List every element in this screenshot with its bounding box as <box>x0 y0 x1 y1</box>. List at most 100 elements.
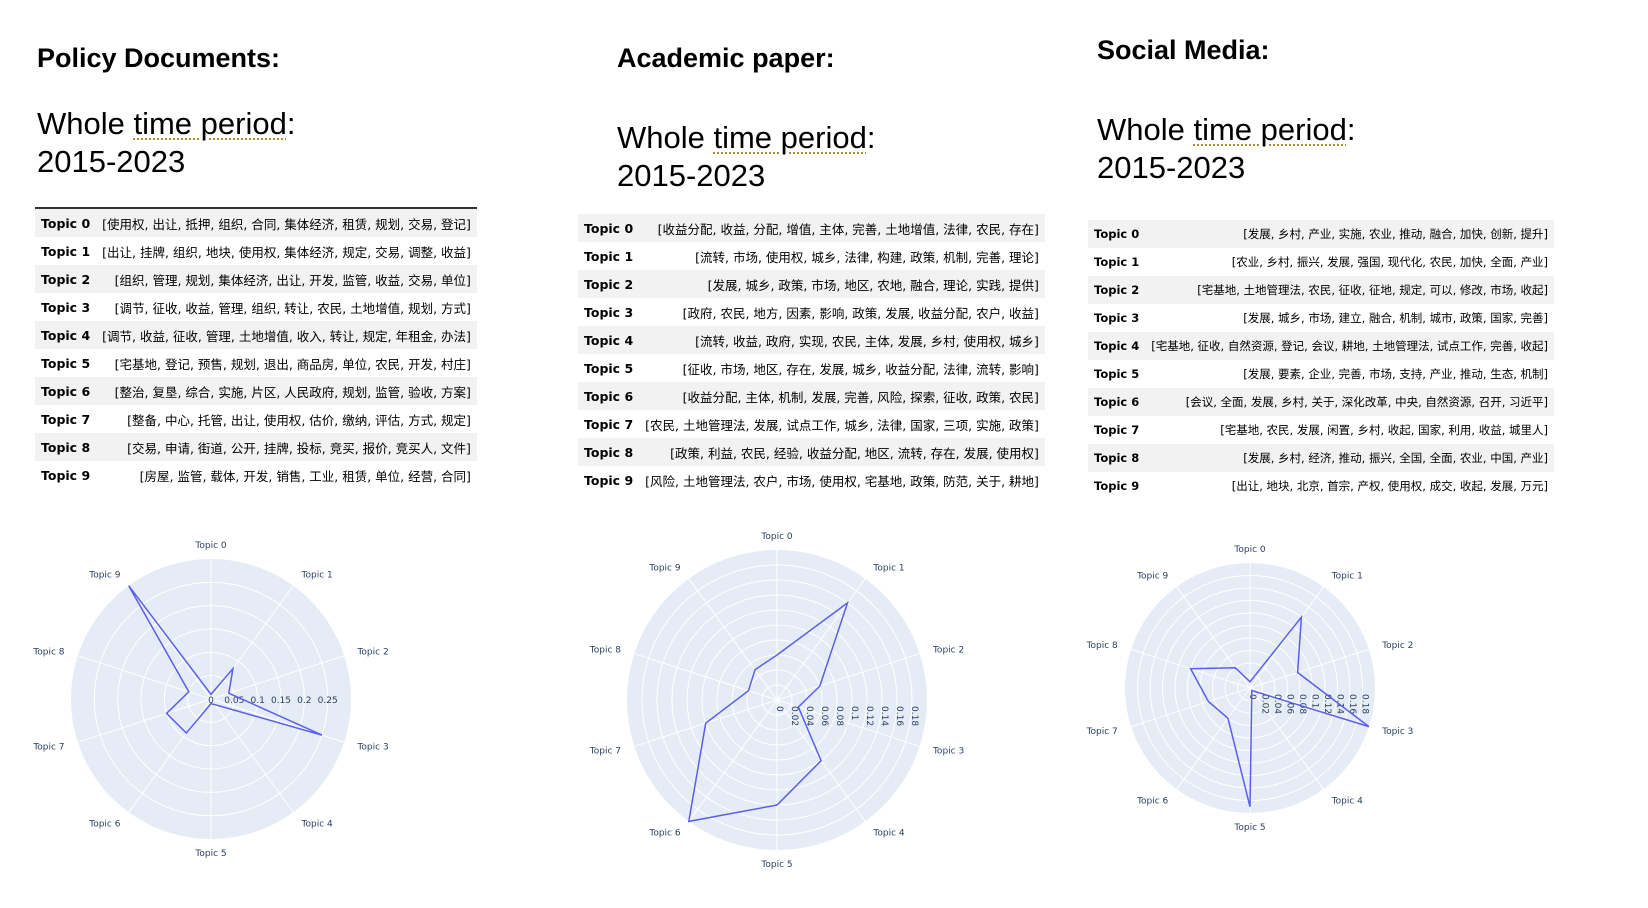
table-row: Topic 9 [风险, 土地管理法, 农户, 市场, 使用权, 宅基地, 政策,… <box>578 466 1045 494</box>
topic-keywords: [政策, 利益, 农民, 经验, 收益分配, 地区, 流转, 存在, 发展, 使… <box>639 438 1045 466</box>
radar-tick-label: 0.14 <box>879 706 889 726</box>
topic-name: Topic 5 <box>1094 367 1140 381</box>
radar-tick-label: 0.16 <box>1347 694 1357 714</box>
topic-name: Topic 0 <box>578 214 640 242</box>
radar-category-label: Topic 0 <box>760 532 792 542</box>
topic-keywords: [宅基地, 登记, 预售, 规划, 退出, 商品房, 单位, 农民, 开发, 村… <box>114 356 471 372</box>
topic-name: Topic 8 <box>1088 444 1146 472</box>
radar-category-label: Topic 6 <box>648 829 680 839</box>
table-row: Topic 6 [会议, 全面, 发展, 乡村, 关于, 深化改革, 中央, 自然… <box>1088 388 1554 416</box>
radar-category-label: Topic 3 <box>356 743 388 753</box>
radar-tick-label: 0.06 <box>819 706 829 726</box>
radar-category-label: Topic 9 <box>1136 572 1168 582</box>
topic-keywords: [发展, 乡村, 产业, 实施, 农业, 推动, 融合, 加快, 创新, 提升] <box>1145 220 1554 248</box>
radar-tick-label: 0.16 <box>894 706 904 726</box>
table-row: Topic 5 [征收, 市场, 地区, 存在, 发展, 城乡, 收益分配, 法律… <box>578 354 1045 382</box>
radar-category-label: Topic 4 <box>301 820 333 830</box>
period-label: Whole time period: 2015-2023 <box>37 105 295 181</box>
topic-name: Topic 3 <box>1094 311 1140 325</box>
radar-category-label: Topic 4 <box>1331 796 1363 806</box>
topic-keywords: [发展, 乡村, 经济, 推动, 振兴, 全国, 全面, 农业, 中国, 产业] <box>1145 444 1554 472</box>
topic-name: Topic 8 <box>578 438 640 466</box>
radar-tick-label: 0 <box>208 696 214 706</box>
radar-spoke <box>77 698 212 743</box>
table-row: Topic 4 [宅基地, 征收, 自然资源, 登记, 会议, 耕地, 土地管理法… <box>1088 332 1554 360</box>
period-prefix: Whole <box>37 106 134 141</box>
table-row: Topic 7 [宅基地, 农民, 发展, 闲置, 乡村, 收起, 国家, 利用,… <box>1088 416 1554 444</box>
radar-tick-label: 0.1 <box>1310 694 1320 708</box>
radar-category-label: Topic 7 <box>1086 727 1118 737</box>
radar-category-label: Topic 5 <box>1233 823 1265 833</box>
radar-series-line <box>687 600 849 823</box>
topic-name: Topic 1 <box>41 243 91 259</box>
radar-tick-label: 0.02 <box>789 706 799 726</box>
period-dotted-text: time period <box>713 120 867 155</box>
period-years: 2015-2023 <box>37 144 186 179</box>
topic-keywords: [整治, 复垦, 综合, 实施, 片区, 人民政府, 规划, 监管, 验收, 方… <box>96 377 477 405</box>
table-row: Topic 3 [发展, 城乡, 市场, 建立, 融合, 机制, 城市, 政策, … <box>1088 304 1554 332</box>
topic-name: Topic 2 <box>35 265 97 293</box>
topic-name: Topic 6 <box>35 377 97 405</box>
panel-academic-paper: Academic paper: Whole time period: 2015-… <box>578 0 1137 908</box>
period-suffix: : <box>286 106 296 141</box>
radar-tick-label: 0.15 <box>271 696 291 706</box>
radar-tick-label: 0 <box>774 706 784 712</box>
table-row: Topic 7 [农民, 土地管理法, 发展, 试点工作, 城乡, 法律, 国家,… <box>578 410 1045 438</box>
topic-keywords: [发展, 城乡, 政策, 市场, 地区, 农地, 融合, 理论, 实践, 提供] <box>639 270 1045 298</box>
panel-heading: Policy Documents: <box>37 43 281 73</box>
radar-tick-label: 0.2 <box>297 696 311 706</box>
radar-category-label: Topic 5 <box>760 860 792 870</box>
table-row: Topic 2 [发展, 城乡, 政策, 市场, 地区, 农地, 融合, 理论, … <box>578 270 1045 298</box>
topic-name: Topic 2 <box>1088 276 1146 304</box>
topic-name: Topic 9 <box>1094 479 1140 493</box>
table-row: Topic 0 [发展, 乡村, 产业, 实施, 农业, 推动, 融合, 加快, … <box>1088 220 1554 248</box>
radar-spoke <box>688 578 778 701</box>
radar-spoke <box>210 655 345 700</box>
radar-category-label: Topic 4 <box>872 829 904 839</box>
radar-category-label: Topic 9 <box>88 570 120 580</box>
table-row: Topic 1 [流转, 市场, 使用权, 城乡, 法律, 构建, 政策, 机制,… <box>578 242 1045 270</box>
topic-keywords: [风险, 土地管理法, 农户, 市场, 使用权, 宅基地, 政策, 防范, 关于… <box>645 473 1039 489</box>
radar-category-label: Topic 1 <box>872 563 904 573</box>
topic-name: Topic 4 <box>578 326 640 354</box>
panel-social-media: Social Media: Whole time period: 2015-20… <box>1088 0 1617 908</box>
topic-keywords: [会议, 全面, 发展, 乡村, 关于, 深化改革, 中央, 自然资源, 召开,… <box>1145 388 1554 416</box>
radar-spoke <box>1130 687 1251 728</box>
radar-tick-label: 0.18 <box>1360 694 1370 714</box>
radar-spoke <box>1249 586 1324 689</box>
radar-category-label: Topic 8 <box>589 645 621 655</box>
topic-table: Topic 0 [收益分配, 收益, 分配, 增值, 主体, 完善, 土地增值, … <box>578 214 1045 494</box>
period-suffix: : <box>1346 112 1356 147</box>
radar-tick-label: 0.25 <box>318 696 338 706</box>
radar-category-label: Topic 3 <box>932 747 964 757</box>
period-dotted-text: time period <box>133 106 287 141</box>
topic-name: Topic 5 <box>41 355 91 371</box>
panel-heading: Social Media: <box>1097 35 1270 65</box>
period-dotted-text: time period <box>1193 112 1347 147</box>
topic-keywords: [宅基地, 土地管理法, 农民, 征收, 征地, 规定, 可以, 修改, 市场,… <box>1145 276 1554 304</box>
table-row: Topic 8 [发展, 乡村, 经济, 推动, 振兴, 全国, 全面, 农业, … <box>1088 444 1554 472</box>
topic-keywords: [调节, 收益, 征收, 管理, 土地增值, 收入, 转让, 规定, 年租金, … <box>96 321 477 349</box>
topic-keywords: [收益分配, 收益, 分配, 增值, 主体, 完善, 土地增值, 法律, 农民,… <box>639 214 1045 242</box>
topic-keywords: [流转, 收益, 政府, 实现, 农民, 主体, 发展, 乡村, 使用权, 城乡… <box>639 326 1045 354</box>
radar-spoke <box>776 578 866 701</box>
radar-tick-label: 0.06 <box>1285 694 1295 714</box>
topic-keywords: [流转, 市场, 使用权, 城乡, 法律, 构建, 政策, 机制, 完善, 理论… <box>695 249 1039 265</box>
topic-keywords: [出让, 挂牌, 组织, 地块, 使用权, 集体经济, 规定, 交易, 调整, … <box>102 244 471 260</box>
radar-category-label: Topic 0 <box>194 541 226 551</box>
table-row: Topic 3 [政府, 农民, 地方, 因素, 影响, 政策, 发展, 收益分配… <box>578 298 1045 326</box>
radar-spoke <box>634 653 778 701</box>
topic-name: Topic 5 <box>584 360 634 376</box>
table-row: Topic 9 [出让, 地块, 北京, 首宗, 产权, 使用权, 成交, 收起,… <box>1088 472 1554 500</box>
table-row: Topic 4 [流转, 收益, 政府, 实现, 农民, 主体, 发展, 乡村, … <box>578 326 1045 354</box>
radar-tick-label: 0.02 <box>1260 694 1270 714</box>
radar-category-label: Topic 3 <box>1381 727 1413 737</box>
radar-tick-label: 0.04 <box>804 706 814 726</box>
radar-spoke <box>776 699 920 747</box>
topic-keywords: [发展, 城乡, 市场, 建立, 融合, 机制, 城市, 政策, 国家, 完善] <box>1243 311 1548 325</box>
radar-category-label: Topic 6 <box>88 820 120 830</box>
radar-category-label: Topic 2 <box>932 645 964 655</box>
topic-keywords: [农业, 乡村, 振兴, 发展, 强国, 现代化, 农民, 加快, 全面, 产业… <box>1231 255 1548 269</box>
radar-spoke <box>688 699 778 822</box>
topic-keywords: [调节, 征收, 收益, 管理, 组织, 转让, 农民, 土地增值, 规划, 方… <box>114 300 471 316</box>
